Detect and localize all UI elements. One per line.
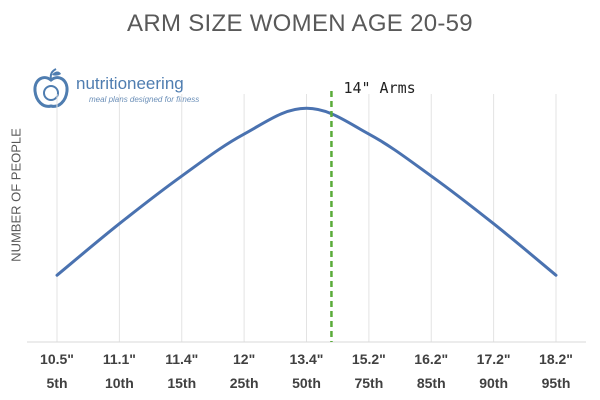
logo-tagline: meal plans designed for fitness [89,95,200,104]
marker-layer: 14" Arms [330,79,416,342]
x-tick-size-6: 16.2" [414,351,448,367]
x-tick-size-7: 17.2" [477,351,511,367]
x-tick-size-2: 11.4" [165,351,198,367]
nutritioneering-logo: nutritioneering meal plans designed for … [28,66,228,116]
series-layer [55,106,558,277]
x-tick-percentile-5: 75th [354,375,383,391]
x-tick-size-5: 15.2" [352,351,386,367]
x-tick-percentile-7: 90th [479,375,508,391]
x-tick-size-8: 18.2" [539,351,573,367]
tick-layer: 10.5" 5th 11.1" 10th 11.4" 15th 12" 25th 13.4" 50… [40,351,573,391]
logo-name: nutritioneering [76,74,184,93]
x-tick-size-4: 13.4" [290,351,324,367]
x-tick-percentile-4: 50th [292,375,321,391]
x-tick-percentile-1: 10th [105,375,134,391]
x-tick-size-1: 11.1" [103,351,136,367]
x-tick-size-0: 10.5" [40,351,74,367]
apple-logo-icon [33,68,69,108]
x-tick-percentile-6: 85th [417,375,446,391]
x-tick-percentile-0: 5th [47,375,68,391]
x-tick-percentile-8: 95th [542,375,571,391]
chart-title: ARM SIZE WOMEN AGE 20-59 [127,10,473,37]
marker-label: 14" Arms [343,79,415,97]
grid-layer [56,94,557,342]
x-tick-size-3: 12" [233,351,255,367]
x-tick-percentile-3: 25th [230,375,259,391]
x-tick-percentile-2: 15th [167,375,196,391]
